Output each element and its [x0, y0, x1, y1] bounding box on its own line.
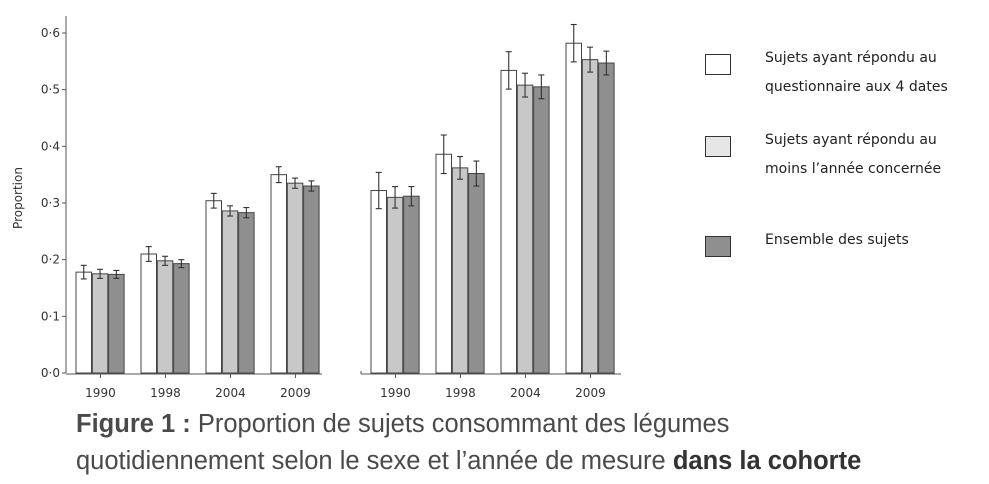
caption-figure-label: Figure 1 :	[76, 410, 191, 438]
bar	[386, 196, 404, 374]
bar	[75, 271, 92, 374]
legend-label: Ensemble des sujets	[765, 226, 980, 255]
bar	[286, 182, 304, 374]
y-tick-label: 0·6	[41, 26, 60, 40]
caption-line-2: quotidiennement selon le sexe et l’année…	[76, 443, 981, 480]
legend-label-line: Ensemble des sujets	[765, 232, 909, 248]
bar	[598, 62, 615, 374]
figure-caption: Figure 1 : Proportion de sujets consomma…	[76, 406, 981, 480]
bar	[108, 273, 125, 374]
bar	[500, 69, 517, 374]
x-tick-label: 2009	[575, 386, 606, 400]
bar	[516, 84, 534, 374]
caption-text-1: Proportion de sujets consommant des légu…	[190, 410, 730, 438]
bar	[140, 253, 157, 374]
x-tick-label: 1990	[85, 386, 116, 400]
bar	[221, 210, 239, 374]
legend-label-line: moins l’année concernée	[765, 161, 942, 177]
y-axis-label: Proportion	[11, 167, 25, 229]
y-tick-label: 0·1	[41, 309, 60, 323]
legend-swatch-white	[705, 54, 731, 75]
bar	[403, 195, 420, 374]
x-tick-label: 1998	[445, 386, 476, 400]
x-tick-label: 1990	[380, 386, 411, 400]
y-tick-label: 0·5	[41, 83, 60, 97]
caption-line-1: Figure 1 : Proportion de sujets consomma…	[76, 406, 981, 443]
y-tick-label: 0·4	[41, 139, 60, 153]
bars	[75, 42, 615, 374]
caption-emphasis: dans la cohorte	[672, 447, 862, 475]
y-tick-label: 0·2	[41, 253, 60, 267]
axes: 0·0 0·1 0·2 0·3 0·4 0·5 0·6 1990 1998 2004 2009 199…	[41, 16, 621, 400]
y-tick-label: 0·0	[41, 366, 60, 380]
bar	[270, 174, 287, 374]
bar	[565, 42, 582, 374]
bar	[303, 185, 320, 374]
legend-swatch-light-grey	[705, 136, 731, 157]
bar	[91, 273, 109, 374]
legend-swatch-dark-grey	[705, 236, 731, 257]
bar	[205, 200, 222, 374]
bar	[370, 190, 387, 374]
bar	[238, 212, 255, 374]
bar	[156, 260, 174, 374]
bar	[468, 173, 485, 374]
x-tick-label: 2009	[280, 386, 311, 400]
bar	[173, 263, 190, 374]
x-tick-label: 2004	[510, 386, 541, 400]
bar-chart: 0·0 0·1 0·2 0·3 0·4 0·5 0·6 1990 1998 2004 2009 199…	[11, 16, 621, 400]
bar	[533, 86, 550, 374]
legend-label-line: Sujets ayant répondu au	[765, 50, 937, 66]
legend-label: Sujets ayant répondu au moins l’année co…	[765, 126, 980, 184]
caption-text-2: quotidiennement selon le sexe et l’année…	[76, 447, 673, 475]
bar	[435, 153, 452, 374]
legend-label: Sujets ayant répondu au questionnaire au…	[765, 44, 980, 102]
bar	[451, 167, 469, 374]
bar	[581, 59, 599, 374]
error-bars	[80, 23, 610, 280]
legend-label-line: Sujets ayant répondu au	[765, 132, 937, 148]
legend-label-line: questionnaire aux 4 dates	[765, 79, 948, 95]
x-tick-label: 1998	[150, 386, 181, 400]
y-tick-label: 0·3	[41, 196, 60, 210]
x-tick-label: 2004	[215, 386, 246, 400]
